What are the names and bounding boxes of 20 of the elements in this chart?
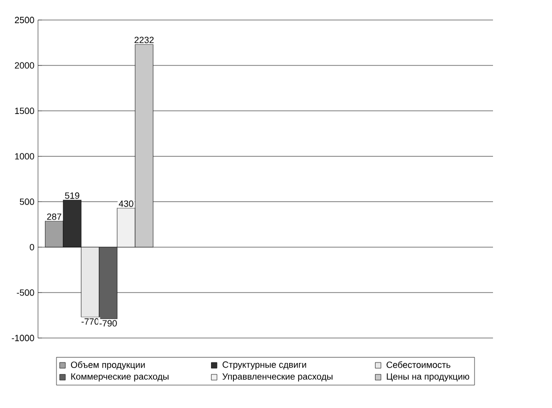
- y-tick-label: -500: [16, 289, 34, 296]
- y-tick-label: 500: [20, 198, 34, 205]
- data-label: -790: [100, 320, 117, 326]
- legend-label: Цены на продукцию: [386, 373, 470, 382]
- legend-label: Структурные сдвиги: [222, 361, 306, 370]
- data-label: 287: [47, 213, 62, 220]
- y-tick-label: 1500: [15, 108, 34, 114]
- data-label: -770: [82, 318, 99, 325]
- y-tick-label: 1000: [15, 153, 34, 160]
- legend-label: Себестоимость: [386, 361, 450, 368]
- data-label: 2232: [134, 36, 154, 44]
- y-tick-label: -1000: [12, 334, 34, 342]
- y-tick-label: 0: [30, 244, 34, 250]
- data-label: 430: [118, 200, 134, 207]
- y-tick-label: 2500: [14, 16, 34, 24]
- legend-label: Объем продукции: [70, 361, 145, 370]
- legend-label: Коммерческие расходы: [71, 373, 168, 382]
- legend-label: Управвленческие расходы: [222, 373, 332, 382]
- y-tick-label: 2000: [14, 62, 34, 69]
- data-label: 519: [65, 192, 80, 199]
